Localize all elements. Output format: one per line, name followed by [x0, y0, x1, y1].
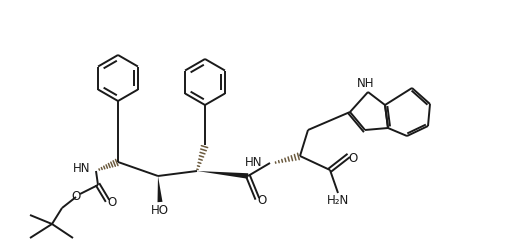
Polygon shape [197, 171, 249, 179]
Text: O: O [71, 190, 81, 203]
Text: HN: HN [244, 157, 262, 170]
Text: O: O [258, 194, 267, 207]
Text: O: O [107, 196, 117, 209]
Text: HN: HN [73, 162, 90, 175]
Text: O: O [348, 151, 357, 165]
Text: H₂N: H₂N [327, 194, 349, 207]
Text: NH: NH [357, 76, 375, 89]
Polygon shape [158, 176, 162, 202]
Text: HO: HO [151, 203, 169, 216]
